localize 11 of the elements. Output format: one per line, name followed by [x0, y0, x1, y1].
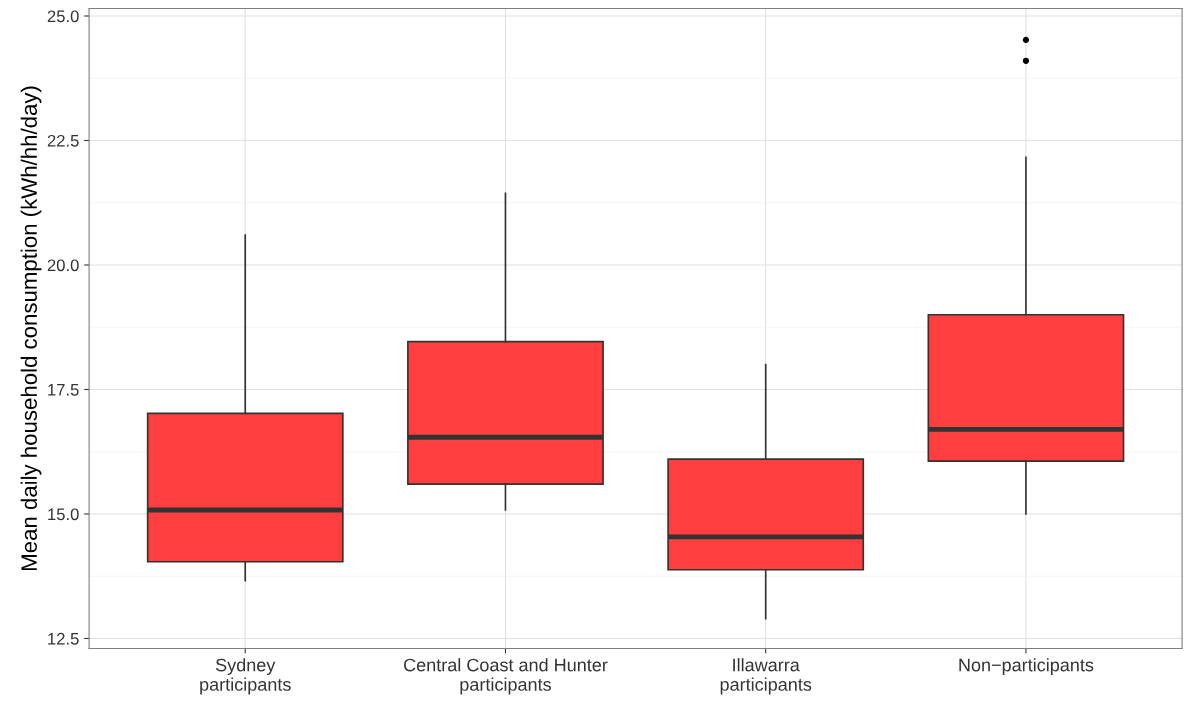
y-axis-title: Mean daily household consumption (kWh/hh/day)	[20, 86, 42, 570]
y-tick-label: 22.5	[47, 134, 79, 147]
y-tick-label: 12.5	[48, 632, 79, 645]
x-tick-label: Sydney participants	[200, 658, 291, 695]
y-tick-label: 20.0	[47, 259, 79, 272]
x-tick-label: Central Coast and Hunter participants	[404, 658, 608, 695]
x-tick-label: Non−participants	[959, 658, 1094, 675]
x-tick-label: Illawarra participants	[720, 658, 812, 695]
y-tick-label: 15.0	[48, 508, 79, 521]
y-tick-label: 17.5	[48, 384, 79, 396]
y-tick-label: 25.0	[47, 10, 79, 23]
